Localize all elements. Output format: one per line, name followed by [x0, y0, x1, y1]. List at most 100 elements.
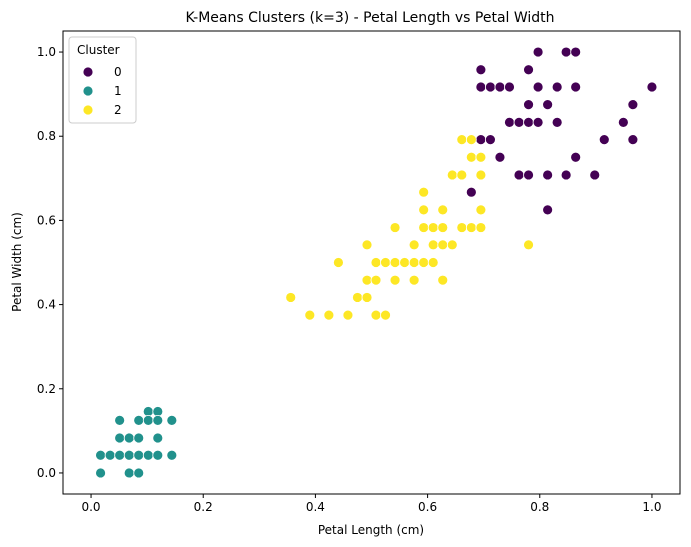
point-cluster-2 — [465, 151, 477, 163]
point-cluster-2 — [475, 169, 487, 181]
x-axis-label: Petal Length (cm) — [318, 523, 424, 537]
point-cluster-2 — [342, 309, 354, 321]
x-tick-label: 0.2 — [194, 500, 213, 514]
point-cluster-2 — [389, 257, 401, 268]
point-cluster-2 — [427, 257, 439, 268]
point-cluster-2 — [456, 134, 468, 145]
point-cluster-0 — [551, 81, 563, 93]
point-cluster-2 — [465, 222, 477, 233]
point-cluster-2 — [285, 292, 297, 303]
point-cluster-1 — [152, 414, 164, 426]
point-cluster-0 — [627, 134, 639, 145]
point-cluster-0 — [523, 116, 534, 128]
point-cluster-1 — [114, 432, 126, 444]
point-cluster-0 — [485, 134, 496, 145]
point-cluster-2 — [437, 239, 449, 251]
point-cluster-0 — [542, 204, 554, 216]
point-cluster-0 — [532, 46, 544, 58]
point-cluster-0 — [551, 116, 563, 128]
point-cluster-2 — [389, 222, 401, 233]
point-cluster-2 — [370, 257, 382, 268]
point-cluster-1 — [95, 467, 106, 479]
legend-marker-cluster-1 — [82, 85, 94, 97]
point-cluster-0 — [513, 169, 525, 181]
y-tick-label: 1.0 — [37, 45, 56, 59]
point-cluster-1 — [166, 414, 178, 426]
point-cluster-2 — [408, 239, 420, 251]
point-cluster-1 — [114, 414, 126, 426]
point-cluster-0 — [465, 186, 477, 198]
point-cluster-2 — [523, 239, 534, 251]
y-tick-label: 0.6 — [37, 213, 56, 227]
y-tick-label: 0.8 — [37, 129, 56, 143]
point-cluster-2 — [323, 309, 335, 321]
point-cluster-0 — [589, 169, 601, 181]
point-cluster-1 — [95, 449, 106, 461]
point-cluster-2 — [361, 292, 373, 303]
point-cluster-0 — [646, 81, 658, 93]
legend-marker-cluster-0 — [82, 66, 94, 78]
point-cluster-0 — [570, 46, 582, 58]
point-cluster-2 — [437, 204, 449, 216]
point-cluster-2 — [389, 274, 401, 286]
point-cluster-2 — [475, 151, 487, 163]
ticks-layer: 0.0 0.2 0.4 0.6 0.8 1.0 0.0 0.2 0.4 0.6 0.8 1.0 — [37, 45, 662, 514]
point-cluster-0 — [627, 99, 639, 111]
point-cluster-2 — [370, 309, 382, 321]
point-cluster-0 — [494, 81, 506, 93]
point-cluster-1 — [123, 432, 135, 444]
point-cluster-1 — [123, 467, 135, 479]
point-cluster-0 — [532, 81, 544, 93]
chart-title: K-Means Clusters (k=3) - Petal Length vs… — [185, 10, 554, 26]
point-cluster-0 — [513, 116, 525, 128]
point-cluster-2 — [465, 134, 477, 145]
points-layer — [95, 46, 658, 479]
point-cluster-0 — [560, 46, 572, 58]
point-cluster-0 — [560, 169, 572, 181]
point-cluster-2 — [456, 222, 468, 233]
point-cluster-2 — [399, 257, 410, 268]
point-cluster-0 — [485, 81, 496, 93]
point-cluster-2 — [418, 186, 430, 198]
point-cluster-2 — [437, 274, 449, 286]
point-cluster-0 — [523, 169, 534, 181]
point-cluster-0 — [475, 64, 487, 76]
point-cluster-1 — [142, 449, 154, 461]
x-tick-label: 0.6 — [418, 500, 437, 514]
point-cluster-2 — [380, 309, 391, 321]
x-tick-label: 0.8 — [530, 500, 549, 514]
point-cluster-1 — [133, 432, 145, 444]
legend: Cluster 0 1 2 — [68, 36, 137, 124]
point-cluster-2 — [361, 274, 373, 286]
point-cluster-2 — [437, 222, 449, 233]
point-cluster-0 — [475, 134, 487, 145]
point-cluster-2 — [418, 257, 430, 268]
y-tick-label: 0.0 — [37, 466, 56, 480]
point-cluster-1 — [114, 449, 126, 461]
point-cluster-2 — [427, 239, 439, 251]
x-tick-label: 1.0 — [642, 500, 661, 514]
legend-label-cluster-2: 2 — [114, 103, 122, 117]
legend-entries: 0 1 2 — [82, 65, 122, 117]
point-cluster-2 — [370, 274, 382, 286]
point-cluster-0 — [570, 151, 582, 163]
point-cluster-2 — [475, 222, 487, 233]
y-axis-label: Petal Width (cm) — [10, 212, 24, 312]
x-tick-label: 0.0 — [81, 500, 100, 514]
point-cluster-0 — [504, 81, 515, 93]
x-tick-label: 0.4 — [306, 500, 325, 514]
y-tick-label: 0.2 — [37, 382, 56, 396]
point-cluster-2 — [446, 239, 458, 251]
point-cluster-2 — [427, 222, 439, 233]
point-cluster-0 — [494, 151, 506, 163]
point-cluster-0 — [617, 116, 629, 128]
point-cluster-1 — [133, 414, 145, 426]
point-cluster-1 — [133, 467, 145, 479]
point-cluster-1 — [142, 414, 154, 426]
point-cluster-1 — [152, 432, 164, 444]
point-cluster-1 — [104, 449, 116, 461]
point-cluster-0 — [598, 134, 610, 145]
point-cluster-2 — [333, 257, 344, 268]
point-cluster-2 — [408, 274, 420, 286]
legend-box — [68, 36, 137, 124]
